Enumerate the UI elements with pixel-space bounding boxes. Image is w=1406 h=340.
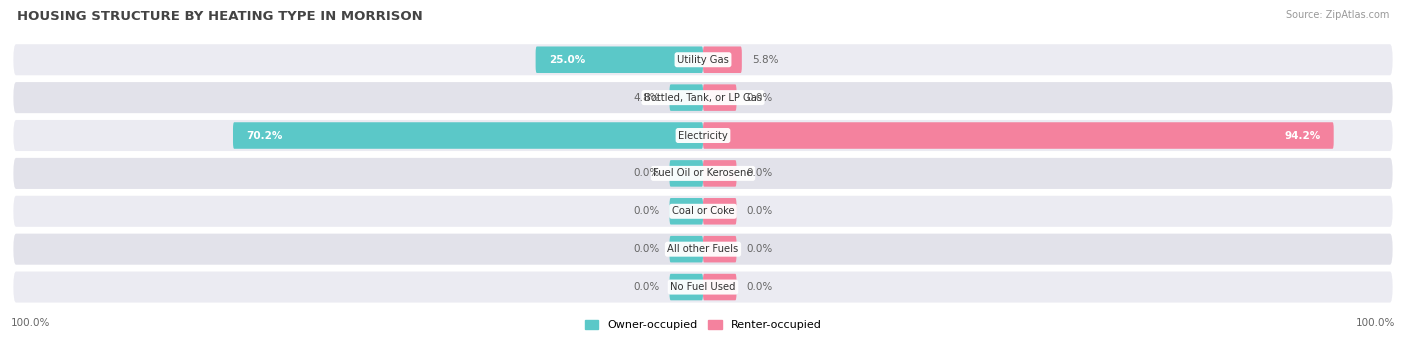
Text: 0.0%: 0.0% (747, 282, 773, 292)
Text: 0.0%: 0.0% (747, 92, 773, 103)
Text: Source: ZipAtlas.com: Source: ZipAtlas.com (1285, 10, 1389, 20)
FancyBboxPatch shape (703, 122, 1334, 149)
Text: 0.0%: 0.0% (747, 244, 773, 254)
Legend: Owner-occupied, Renter-occupied: Owner-occupied, Renter-occupied (581, 315, 825, 335)
Text: Utility Gas: Utility Gas (678, 55, 728, 65)
FancyBboxPatch shape (14, 234, 1392, 265)
FancyBboxPatch shape (669, 160, 703, 187)
FancyBboxPatch shape (14, 196, 1392, 227)
Text: 100.0%: 100.0% (1355, 318, 1395, 328)
FancyBboxPatch shape (669, 84, 703, 111)
Text: HOUSING STRUCTURE BY HEATING TYPE IN MORRISON: HOUSING STRUCTURE BY HEATING TYPE IN MOR… (17, 10, 423, 23)
Text: Electricity: Electricity (678, 131, 728, 140)
Text: Coal or Coke: Coal or Coke (672, 206, 734, 216)
FancyBboxPatch shape (703, 84, 737, 111)
Text: 0.0%: 0.0% (747, 206, 773, 216)
FancyBboxPatch shape (14, 120, 1392, 151)
Text: 25.0%: 25.0% (548, 55, 585, 65)
Text: 0.0%: 0.0% (633, 282, 659, 292)
FancyBboxPatch shape (536, 47, 703, 73)
Text: No Fuel Used: No Fuel Used (671, 282, 735, 292)
Text: 0.0%: 0.0% (747, 168, 773, 179)
Text: Fuel Oil or Kerosene: Fuel Oil or Kerosene (654, 168, 752, 179)
FancyBboxPatch shape (703, 198, 737, 224)
FancyBboxPatch shape (703, 47, 742, 73)
Text: 5.8%: 5.8% (752, 55, 779, 65)
Text: 70.2%: 70.2% (246, 131, 283, 140)
FancyBboxPatch shape (14, 44, 1392, 75)
FancyBboxPatch shape (669, 236, 703, 262)
FancyBboxPatch shape (14, 158, 1392, 189)
FancyBboxPatch shape (703, 160, 737, 187)
FancyBboxPatch shape (669, 198, 703, 224)
FancyBboxPatch shape (14, 272, 1392, 303)
FancyBboxPatch shape (14, 82, 1392, 113)
Text: Bottled, Tank, or LP Gas: Bottled, Tank, or LP Gas (644, 92, 762, 103)
FancyBboxPatch shape (233, 122, 703, 149)
Text: 94.2%: 94.2% (1284, 131, 1320, 140)
Text: 0.0%: 0.0% (633, 244, 659, 254)
Text: 0.0%: 0.0% (633, 168, 659, 179)
Text: All other Fuels: All other Fuels (668, 244, 738, 254)
Text: 0.0%: 0.0% (633, 206, 659, 216)
FancyBboxPatch shape (703, 274, 737, 300)
Text: 4.8%: 4.8% (633, 92, 659, 103)
Text: 100.0%: 100.0% (11, 318, 51, 328)
FancyBboxPatch shape (703, 236, 737, 262)
FancyBboxPatch shape (669, 274, 703, 300)
